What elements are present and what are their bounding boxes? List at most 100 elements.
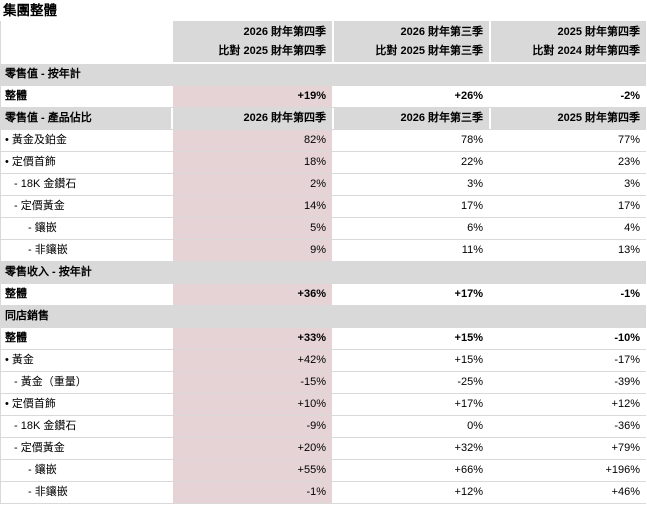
table-row: • 黃金 +42% +15% -17% <box>1 350 646 372</box>
column-header-line1: 2026 財年第三季 <box>400 26 483 38</box>
column-header-q3-fy2026: 2026 財年第三季 比對 2025 財年第三季 <box>332 21 489 62</box>
value-cell: +12% <box>332 482 489 503</box>
header-spacer-cell <box>1 21 171 62</box>
value-cell: 4% <box>489 218 646 239</box>
value-cell: 14% <box>171 196 332 217</box>
value-cell: -25% <box>332 372 489 393</box>
page-title: 集團整體 <box>3 3 57 18</box>
row-label: - 定價黃金 <box>1 438 171 459</box>
row-label: - 鑲嵌 <box>1 218 171 239</box>
table-row: 整體 +36% +17% -1% <box>1 284 646 306</box>
row-label: - 非鑲嵌 <box>1 482 171 503</box>
table-row: - 黃金（重量） -15% -25% -39% <box>1 372 646 394</box>
column-header-q4-fy2025: 2025 財年第四季 比對 2024 財年第四季 <box>489 21 646 62</box>
value-cell: -1% <box>489 284 646 305</box>
value-cell: 3% <box>332 174 489 195</box>
value-cell: 13% <box>489 240 646 261</box>
section-label: 零售值 - 產品佔比 <box>1 108 171 129</box>
table-row: 整體 +33% +15% -10% <box>1 328 646 350</box>
value-cell: +55% <box>171 460 332 481</box>
column-header-line1: 2026 財年第四季 <box>243 26 326 38</box>
value-cell: -1% <box>171 482 332 503</box>
value-cell: 2025 財年第四季 <box>489 108 646 129</box>
row-label: • 黃金 <box>1 350 171 371</box>
value-cell: +196% <box>489 460 646 481</box>
table-row: - 鑲嵌 +55% +66% +196% <box>1 460 646 482</box>
section-label: 同店銷售 <box>5 310 49 322</box>
row-label: - 鑲嵌 <box>1 460 171 481</box>
column-header-line2: 比對 2025 財年第四季 <box>218 45 326 57</box>
value-cell: +46% <box>489 482 646 503</box>
value-cell: 23% <box>489 152 646 173</box>
section-header-row: 同店銷售 <box>1 306 646 328</box>
value-cell: +66% <box>332 460 489 481</box>
value-cell: +26% <box>332 86 489 107</box>
value-cell: -9% <box>171 416 332 437</box>
table-row: - 非鑲嵌 -1% +12% +46% <box>1 482 646 504</box>
value-cell: -15% <box>171 372 332 393</box>
table-row: - 非鑲嵌 9% 11% 13% <box>1 240 646 262</box>
section-header-row: 零售值 - 按年計 <box>1 64 646 86</box>
section-header-row: 零售收入 - 按年計 <box>1 262 646 284</box>
value-cell: 22% <box>332 152 489 173</box>
value-cell: 77% <box>489 130 646 151</box>
value-cell: +19% <box>171 86 332 107</box>
row-label: - 黃金（重量） <box>1 372 171 393</box>
value-cell: -10% <box>489 328 646 349</box>
value-cell: 82% <box>171 130 332 151</box>
section-label: 零售值 - 按年計 <box>5 68 81 80</box>
row-label: • 定價首飾 <box>1 152 171 173</box>
row-label: - 非鑲嵌 <box>1 240 171 261</box>
row-label: • 定價首飾 <box>1 394 171 415</box>
column-header-line2: 比對 2025 財年第三季 <box>375 45 483 57</box>
financial-table: 2026 財年第四季 比對 2025 財年第四季 2026 財年第三季 比對 2… <box>0 21 646 504</box>
value-cell: 6% <box>332 218 489 239</box>
value-cell: 78% <box>332 130 489 151</box>
value-cell: -39% <box>489 372 646 393</box>
value-cell: 2026 財年第三季 <box>332 108 489 129</box>
table-row: • 定價首飾 18% 22% 23% <box>1 152 646 174</box>
value-cell: +36% <box>171 284 332 305</box>
table-row: 整體 +19% +26% -2% <box>1 86 646 108</box>
value-cell: +15% <box>332 350 489 371</box>
value-cell: 11% <box>332 240 489 261</box>
value-cell: +79% <box>489 438 646 459</box>
row-label: - 18K 金鑽石 <box>1 174 171 195</box>
table-row: • 黃金及鉑金 82% 78% 77% <box>1 130 646 152</box>
value-cell: -36% <box>489 416 646 437</box>
value-cell: 18% <box>171 152 332 173</box>
table-row: - 18K 金鑽石 -9% 0% -36% <box>1 416 646 438</box>
column-header-line2: 比對 2024 財年第四季 <box>532 45 640 57</box>
value-cell: 17% <box>489 196 646 217</box>
column-header-q4-fy2026: 2026 財年第四季 比對 2025 財年第四季 <box>171 21 332 62</box>
value-cell: 9% <box>171 240 332 261</box>
value-cell: 17% <box>332 196 489 217</box>
value-cell: +10% <box>171 394 332 415</box>
value-cell: +32% <box>332 438 489 459</box>
row-label: 整體 <box>1 284 171 305</box>
row-label: 整體 <box>1 86 171 107</box>
value-cell: 3% <box>489 174 646 195</box>
value-cell: +42% <box>171 350 332 371</box>
section-header-row: 零售值 - 產品佔比 2026 財年第四季 2026 財年第三季 2025 財年第四季 <box>1 108 646 130</box>
value-cell: +17% <box>332 394 489 415</box>
section-label: 零售收入 - 按年計 <box>5 266 92 278</box>
value-cell: +20% <box>171 438 332 459</box>
row-label: - 定價黃金 <box>1 196 171 217</box>
row-label: - 18K 金鑽石 <box>1 416 171 437</box>
value-cell: 2026 財年第四季 <box>171 108 332 129</box>
value-cell: 5% <box>171 218 332 239</box>
value-cell: -17% <box>489 350 646 371</box>
table-row: - 鑲嵌 5% 6% 4% <box>1 218 646 240</box>
table-row: - 定價黃金 +20% +32% +79% <box>1 438 646 460</box>
value-cell: 0% <box>332 416 489 437</box>
value-cell: +15% <box>332 328 489 349</box>
value-cell: +17% <box>332 284 489 305</box>
table-row: - 定價黃金 14% 17% 17% <box>1 196 646 218</box>
table-row: • 定價首飾 +10% +17% +12% <box>1 394 646 416</box>
table-row: - 18K 金鑽石 2% 3% 3% <box>1 174 646 196</box>
table-body: 零售值 - 按年計 整體 +19% +26% -2% 零售值 - 產品佔比 2026 財年第… <box>1 64 646 504</box>
value-cell: +33% <box>171 328 332 349</box>
row-label: • 黃金及鉑金 <box>1 130 171 151</box>
column-header-row: 2026 財年第四季 比對 2025 財年第四季 2026 財年第三季 比對 2… <box>1 21 646 64</box>
